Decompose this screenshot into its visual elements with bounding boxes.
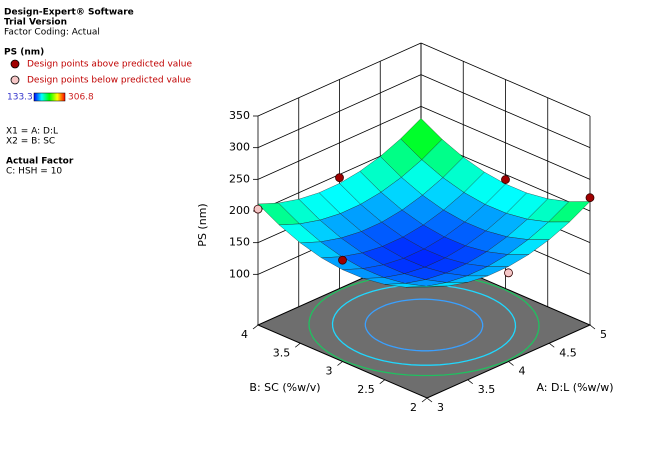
z-tick-label: 100 — [229, 267, 250, 280]
y-tick-label: 4 — [241, 328, 248, 341]
colorbar-max: 306.8 — [68, 93, 94, 103]
tick-mark — [589, 324, 596, 330]
legend-label: Design points above predicted value — [27, 60, 192, 70]
tick-mark — [379, 379, 385, 385]
legend-label: Design points below predicted value — [27, 76, 192, 86]
z-tick-label: 150 — [229, 236, 250, 249]
x-tick-label: 4.5 — [559, 346, 577, 359]
x-axis-label: A: D:L (%w/w) — [536, 381, 613, 394]
y-tick-label: 2 — [410, 401, 417, 414]
tick-mark — [252, 324, 259, 330]
factor-x2: X2 = B: SC — [6, 137, 55, 147]
z-tick-label: 300 — [229, 141, 250, 154]
software-title: Design-Expert® Software — [4, 8, 134, 18]
colorbar — [33, 92, 66, 102]
legend-title: PS (nm) — [4, 48, 44, 58]
tick-mark — [467, 379, 473, 385]
tick-mark — [426, 397, 433, 403]
legend-marker — [10, 59, 20, 69]
design-point — [338, 255, 347, 265]
x-tick-label: 3.5 — [478, 383, 496, 396]
z-tick-label: 200 — [229, 204, 250, 217]
tick-mark — [421, 397, 428, 403]
colorbar-min: 133.3 — [7, 93, 33, 103]
floor-contour — [364, 298, 484, 352]
y-tick-label: 2.5 — [357, 383, 375, 396]
x-tick-label: 5 — [600, 328, 607, 341]
coding: Factor Coding: Actual — [4, 28, 100, 38]
tick-mark — [295, 342, 301, 348]
z-tick-label: 250 — [229, 172, 250, 185]
design-point — [585, 193, 595, 203]
design-point — [504, 268, 513, 278]
surface-patch — [405, 285, 448, 288]
factor-x1: X1 = A: D:L — [6, 127, 58, 137]
design-point — [335, 173, 344, 183]
design-point — [501, 175, 510, 184]
legend-marker — [10, 75, 20, 85]
tick-mark — [508, 361, 514, 366]
tick-mark — [337, 361, 343, 366]
z-tick-label: 350 — [229, 109, 250, 122]
x-tick-label: 4 — [519, 365, 526, 378]
actual-title: Actual Factor — [6, 157, 74, 167]
y-tick-label: 3 — [326, 365, 333, 378]
y-axis-label: B: SC (%w/v) — [249, 381, 320, 394]
actual-factor: C: HSH = 10 — [6, 167, 62, 177]
z-axis-label: PS (nm) — [196, 203, 209, 246]
design-point — [253, 204, 263, 214]
tick-mark — [549, 342, 555, 348]
y-tick-label: 3.5 — [273, 346, 291, 359]
version: Trial Version — [4, 18, 67, 28]
x-tick-label: 3 — [437, 401, 444, 414]
